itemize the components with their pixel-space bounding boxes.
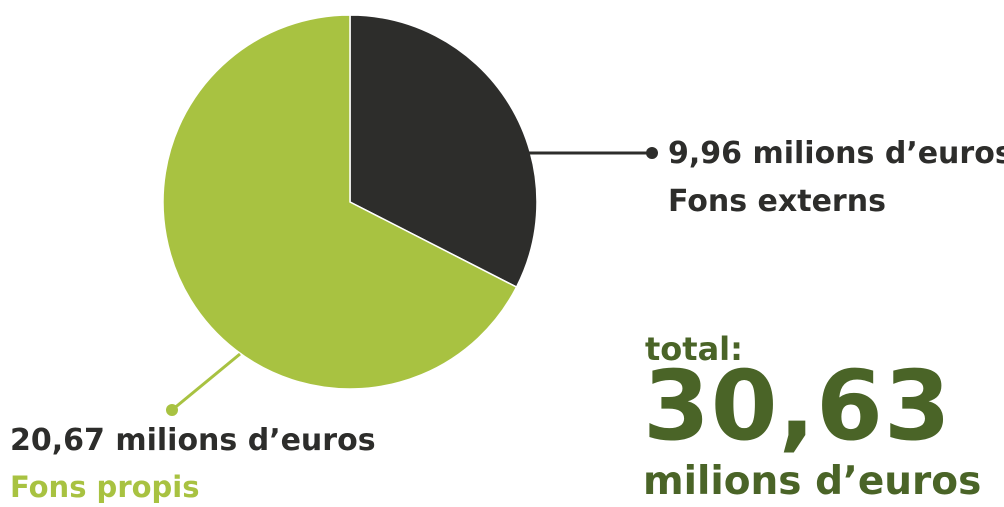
leader-dot-external (646, 147, 658, 159)
pie-slice-1 (349, 14, 538, 289)
total-label: total: (645, 330, 743, 368)
leader-dot-own (166, 404, 178, 416)
own-funds-name-label: Fons propis (10, 470, 200, 504)
total-unit: milions d’euros (643, 459, 982, 504)
total-value: 30,63 (643, 350, 952, 462)
leader-lines (166, 147, 658, 416)
own-funds-value-label: 20,67 milions d’euros (10, 423, 376, 458)
external-funds-name-label: Fons externs (668, 184, 886, 219)
pie-slices (162, 14, 538, 390)
pie-slice-2 (162, 14, 518, 390)
leader-line-own (171, 352, 241, 412)
external-funds-value-label: 9,96 milions d’euros (668, 136, 1004, 171)
